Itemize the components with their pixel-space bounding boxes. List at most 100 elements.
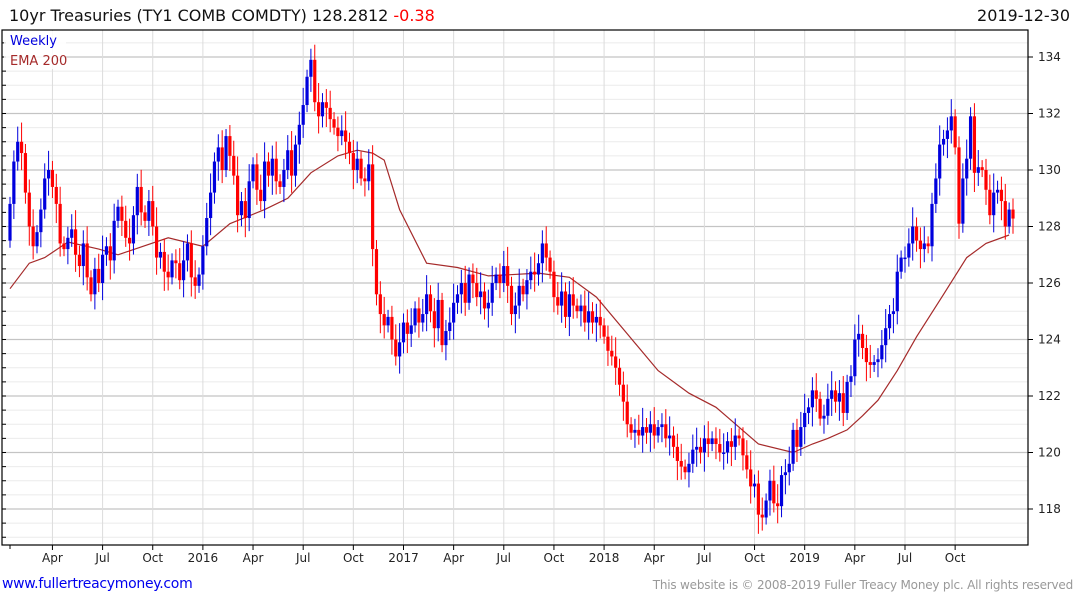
candle-body-up	[282, 170, 286, 187]
candle	[263, 142, 267, 219]
candle-body-up	[884, 328, 888, 346]
candle-body-down	[374, 249, 379, 295]
candle	[810, 377, 814, 427]
price-change: -0.38	[393, 6, 434, 25]
candle	[135, 173, 139, 235]
x-tick-label: Oct	[343, 551, 364, 565]
candle	[679, 443, 683, 480]
candle-body-up	[656, 427, 660, 436]
candle	[529, 256, 533, 290]
candle-body-up	[436, 299, 440, 329]
candle-body-down	[274, 158, 278, 182]
candle-body-down	[918, 240, 923, 250]
candle-body-down	[760, 514, 764, 518]
candle	[170, 253, 174, 285]
candle	[401, 313, 406, 354]
candle-body-up	[70, 229, 74, 238]
candle	[35, 225, 39, 254]
candle-body-up	[857, 333, 861, 340]
candle	[394, 324, 398, 366]
candle-body-down	[864, 347, 869, 363]
candle-body-down	[243, 201, 247, 219]
candle-body-down	[139, 186, 143, 213]
candle	[181, 241, 186, 298]
candle	[961, 163, 965, 233]
candle	[151, 185, 155, 236]
candle-body-up	[710, 438, 714, 445]
candle-body-down	[162, 251, 166, 272]
candle	[980, 160, 984, 178]
candle	[830, 371, 834, 416]
candle-body-down	[255, 164, 259, 190]
candle	[413, 301, 417, 333]
candle	[77, 245, 82, 278]
candle	[247, 164, 251, 232]
candle-body-down	[598, 316, 602, 326]
candle-body-down	[671, 435, 676, 447]
candle	[606, 325, 610, 366]
candle-body-up	[116, 206, 120, 221]
candle-body-up	[648, 424, 652, 433]
candle	[641, 407, 645, 453]
candle-body-up	[39, 209, 43, 233]
candle	[533, 252, 537, 292]
candle	[371, 145, 375, 267]
candle	[525, 269, 529, 310]
candle	[768, 469, 772, 516]
candle-body-up	[35, 232, 39, 247]
candle	[374, 240, 379, 306]
candle	[471, 263, 475, 299]
candle	[108, 233, 112, 280]
ema-line-group	[9, 149, 1010, 454]
candle	[502, 250, 506, 293]
candle	[714, 427, 718, 460]
grid	[2, 30, 1028, 545]
candle	[405, 309, 409, 354]
candle	[282, 158, 286, 203]
candle	[178, 248, 182, 290]
candle	[332, 112, 336, 135]
candle-body-down	[336, 127, 340, 137]
x-tick-label: Apr	[243, 551, 264, 565]
candle	[73, 210, 78, 272]
candle	[945, 117, 950, 159]
candle-body-down	[232, 155, 236, 176]
legend-ema: EMA 200	[10, 54, 67, 69]
candle-body-down	[58, 203, 62, 244]
candle	[953, 109, 957, 155]
candle	[417, 297, 421, 338]
candle-body-up	[135, 186, 139, 216]
candle	[560, 272, 564, 323]
candle	[521, 278, 525, 302]
candle-body-up	[459, 283, 463, 295]
candle-body-down	[1003, 201, 1007, 227]
candle-body-up	[309, 59, 313, 77]
website-link[interactable]: www.fullertreacymoney.com	[2, 576, 193, 592]
candle	[930, 192, 934, 262]
candle	[355, 141, 359, 184]
candle-body-down	[841, 393, 845, 413]
candle-body-up	[845, 381, 849, 413]
candle	[594, 303, 598, 342]
y-tick-label: 126	[1038, 276, 1061, 290]
candle	[772, 465, 776, 513]
candle	[702, 425, 706, 472]
candle-body-down	[428, 294, 433, 312]
candle	[691, 434, 695, 473]
legend-period: Weekly	[10, 34, 57, 49]
candle	[579, 294, 583, 327]
candle	[644, 417, 649, 444]
candle	[290, 131, 294, 193]
candle	[398, 323, 402, 374]
candle-body-up	[691, 449, 695, 464]
candle	[995, 180, 1000, 204]
candle-body-down	[606, 336, 610, 351]
candle	[243, 187, 247, 238]
candle	[351, 139, 355, 190]
candle	[224, 129, 228, 178]
candle-body-up	[112, 220, 116, 261]
candle	[459, 269, 463, 314]
candle-body-up	[872, 362, 876, 365]
candle-body-up	[305, 76, 309, 106]
